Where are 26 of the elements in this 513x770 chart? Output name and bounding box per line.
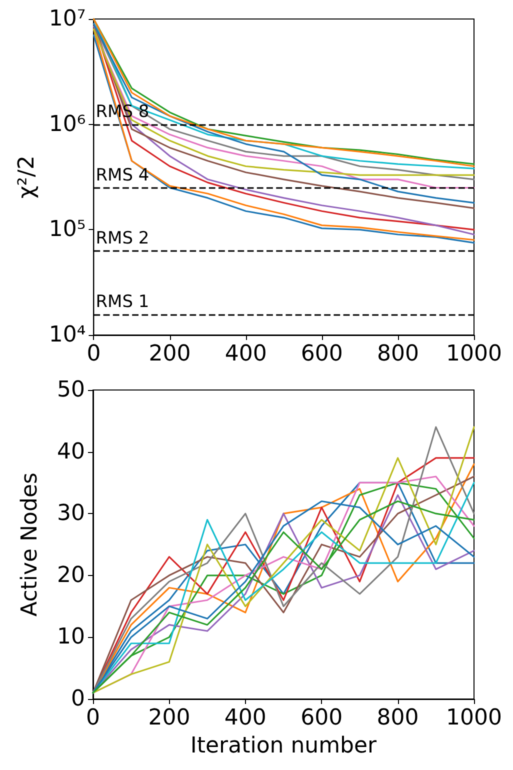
ref-line-label: RMS 1	[96, 292, 150, 312]
y-tick-label: 10⁶	[48, 112, 86, 137]
y-tick-label: 10	[57, 624, 85, 650]
y-axis-title: χ²/2	[14, 156, 40, 198]
x-tick-label: 400	[224, 342, 267, 366]
x-tick-label: 1000	[446, 342, 502, 366]
ref-line-label: RMS 4	[96, 165, 150, 186]
x-tick-label: 400	[224, 706, 266, 730]
x-tick-label: 600	[300, 342, 343, 366]
y-tick-label: 0	[71, 686, 85, 712]
ref-line-label: RMS 2	[96, 228, 150, 248]
x-tick-label: 600	[300, 706, 343, 730]
x-tick-label: 200	[148, 706, 190, 730]
y-tick-label: 10⁴	[48, 322, 86, 348]
y-tick-label: 20	[57, 562, 85, 588]
x-tick-label: 200	[148, 342, 191, 366]
x-tick-label: 800	[376, 706, 419, 730]
y-tick-label: 10⁷	[48, 6, 86, 32]
y-tick-label: 50	[57, 378, 85, 402]
x-axis-title: Iteration number	[190, 734, 378, 758]
x-tick-label: 1000	[446, 706, 502, 730]
y-tick-label: 30	[57, 501, 85, 526]
y-tick-label: 40	[57, 439, 85, 464]
y-tick-label: 10⁵	[48, 217, 86, 242]
x-tick-label: 800	[376, 342, 419, 366]
y-axis-title: Active Nodes	[18, 472, 42, 616]
